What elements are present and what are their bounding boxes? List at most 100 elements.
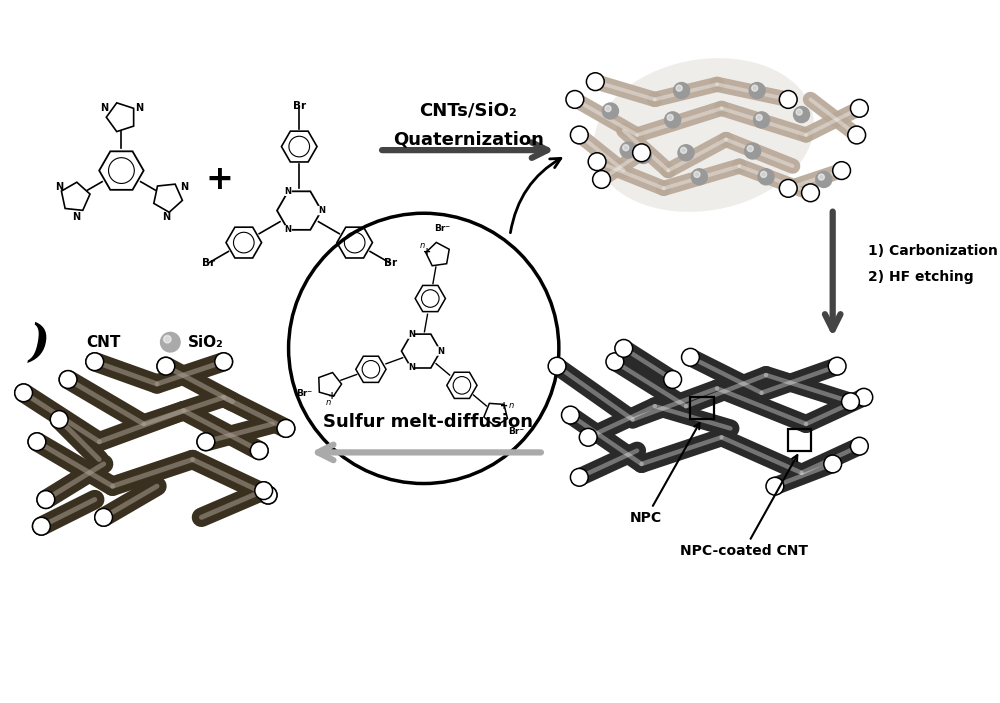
Circle shape xyxy=(638,150,644,156)
Circle shape xyxy=(665,112,681,128)
Circle shape xyxy=(605,105,611,112)
Circle shape xyxy=(277,420,295,437)
Circle shape xyxy=(779,179,797,198)
Text: Sulfur melt-diffusion: Sulfur melt-diffusion xyxy=(323,413,533,431)
Circle shape xyxy=(250,441,268,460)
Circle shape xyxy=(855,388,873,406)
Ellipse shape xyxy=(594,58,814,212)
Text: NPC: NPC xyxy=(630,423,699,525)
Circle shape xyxy=(570,126,588,144)
Circle shape xyxy=(15,384,33,401)
Text: Quaternization: Quaternization xyxy=(393,131,544,148)
Circle shape xyxy=(691,169,707,185)
Text: CNT: CNT xyxy=(86,335,120,349)
Text: N: N xyxy=(163,212,171,221)
Circle shape xyxy=(615,340,633,357)
Circle shape xyxy=(779,91,797,108)
Text: Br⁻: Br⁻ xyxy=(296,389,312,398)
Text: +: + xyxy=(205,163,233,196)
Circle shape xyxy=(674,82,690,98)
Text: CNTs/SiO₂: CNTs/SiO₂ xyxy=(419,102,517,120)
Text: +: + xyxy=(328,391,336,401)
Text: N: N xyxy=(408,363,415,373)
Circle shape xyxy=(828,357,846,375)
Circle shape xyxy=(816,172,832,188)
Circle shape xyxy=(682,349,699,366)
Text: Br: Br xyxy=(293,101,306,110)
Text: Br⁻: Br⁻ xyxy=(435,224,451,233)
Circle shape xyxy=(745,143,761,159)
Circle shape xyxy=(593,171,610,188)
Text: N: N xyxy=(72,212,80,221)
Text: N: N xyxy=(180,181,188,192)
Text: N: N xyxy=(408,330,415,339)
Circle shape xyxy=(676,85,682,91)
Circle shape xyxy=(588,153,606,171)
Circle shape xyxy=(848,126,866,144)
Circle shape xyxy=(623,145,629,150)
Text: ): ) xyxy=(28,323,49,366)
Circle shape xyxy=(215,353,233,370)
Circle shape xyxy=(678,145,694,161)
Circle shape xyxy=(548,357,566,375)
Circle shape xyxy=(562,406,579,424)
Circle shape xyxy=(850,437,868,455)
Text: N: N xyxy=(55,181,63,192)
Text: N: N xyxy=(285,226,292,234)
Circle shape xyxy=(197,433,215,451)
Circle shape xyxy=(161,333,180,352)
Circle shape xyxy=(794,107,810,122)
Circle shape xyxy=(28,433,46,451)
Circle shape xyxy=(758,169,774,185)
Circle shape xyxy=(796,109,802,115)
Circle shape xyxy=(752,85,758,91)
Circle shape xyxy=(602,103,618,119)
Circle shape xyxy=(633,144,650,162)
Text: n: n xyxy=(420,241,425,250)
Text: 2) HF etching: 2) HF etching xyxy=(868,270,974,284)
Circle shape xyxy=(824,455,842,473)
Text: N: N xyxy=(437,347,444,356)
Circle shape xyxy=(761,172,767,177)
Circle shape xyxy=(850,99,868,117)
Circle shape xyxy=(586,73,604,91)
Circle shape xyxy=(694,172,700,177)
Text: N: N xyxy=(318,206,325,215)
Text: n: n xyxy=(326,398,331,407)
Circle shape xyxy=(818,174,824,180)
Circle shape xyxy=(747,146,753,152)
Circle shape xyxy=(842,393,859,411)
Circle shape xyxy=(157,357,175,375)
Circle shape xyxy=(802,184,819,202)
Text: N: N xyxy=(135,103,143,113)
Text: Br: Br xyxy=(384,258,397,268)
Circle shape xyxy=(259,486,277,504)
Text: NPC-coated CNT: NPC-coated CNT xyxy=(680,455,808,558)
Circle shape xyxy=(86,353,104,370)
Circle shape xyxy=(579,428,597,446)
Circle shape xyxy=(681,148,687,153)
Circle shape xyxy=(50,411,68,428)
Circle shape xyxy=(667,115,673,120)
Circle shape xyxy=(664,370,682,388)
Circle shape xyxy=(570,468,588,486)
Circle shape xyxy=(59,370,77,388)
Circle shape xyxy=(756,115,762,120)
Text: SiO₂: SiO₂ xyxy=(188,335,224,349)
Circle shape xyxy=(749,82,765,98)
Circle shape xyxy=(566,91,584,108)
Circle shape xyxy=(833,162,850,179)
Text: Br⁻: Br⁻ xyxy=(508,427,524,436)
Text: Br: Br xyxy=(202,258,215,268)
Circle shape xyxy=(606,353,624,370)
Circle shape xyxy=(164,335,171,343)
Circle shape xyxy=(289,213,559,484)
Circle shape xyxy=(620,142,636,158)
Circle shape xyxy=(255,482,273,500)
Circle shape xyxy=(37,491,55,508)
Text: N: N xyxy=(100,103,108,113)
Text: n: n xyxy=(509,401,514,410)
Text: 1) Carbonization: 1) Carbonization xyxy=(868,243,998,257)
Text: +: + xyxy=(423,247,431,257)
Text: N: N xyxy=(285,187,292,196)
